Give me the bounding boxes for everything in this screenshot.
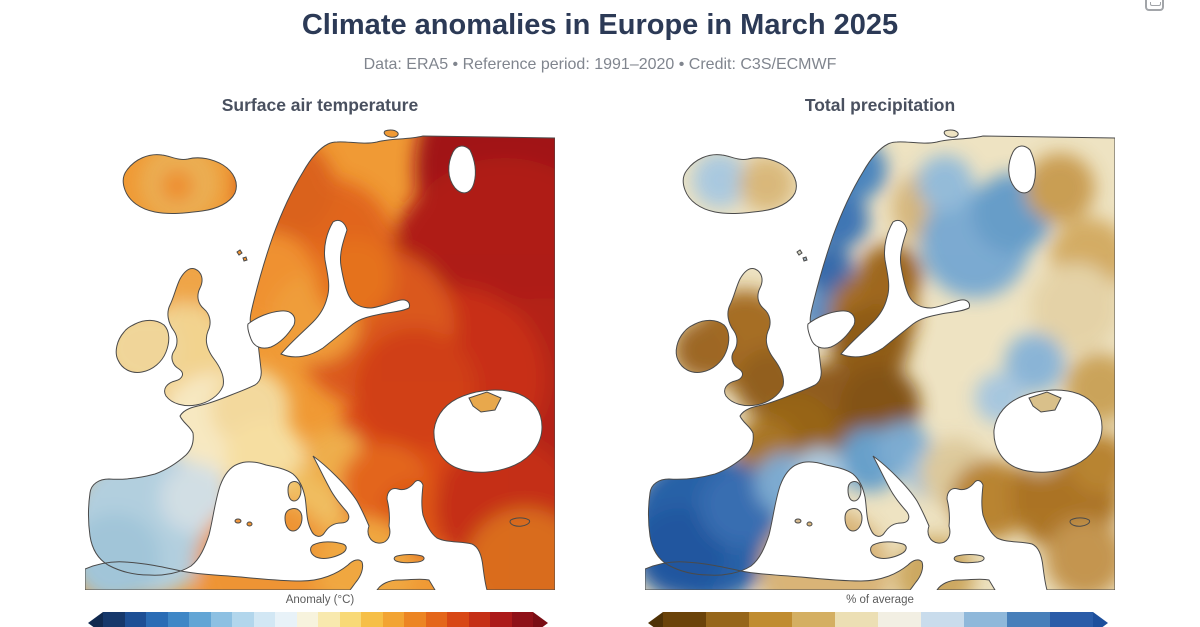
precipitation-colorbar: [648, 612, 1108, 627]
colorbar-segment: [447, 612, 469, 627]
colorbar-segment: [921, 612, 964, 627]
colorbar-segment: [189, 612, 211, 627]
colorbar-right-arrow: [1093, 612, 1108, 627]
temperature-colorbar: [88, 612, 548, 627]
colorbar-segment: [749, 612, 792, 627]
colorbar-segment: [318, 612, 340, 627]
colorbar-segment: [339, 612, 361, 627]
precipitation-panel-title: Total precipitation: [804, 95, 956, 115]
colorbar-segment: [663, 612, 706, 627]
precipitation-colorbar-label: % of average: [846, 594, 914, 606]
figure-subtitle: Data: ERA5 • Reference period: 1991–2020…: [363, 56, 837, 73]
colorbar-segment: [511, 612, 533, 627]
temperature-panel: Surface air temperature: [85, 0, 555, 627]
colorbar-segment: [232, 612, 254, 627]
precipitation-panel: Total precipitation: [645, 0, 1115, 627]
colorbar-segment: [253, 612, 275, 627]
colorbar-segment: [792, 612, 835, 627]
colorbar-segment: [296, 612, 318, 627]
colorbar-segment: [964, 612, 1007, 627]
colorbar-left-arrow: [648, 612, 663, 627]
colorbar-segment: [210, 612, 232, 627]
precipitation-anomaly-map: [645, 129, 1115, 590]
colorbar-segment: [404, 612, 426, 627]
embed-badge-icon[interactable]: [1145, 0, 1164, 11]
colorbar-segment: [468, 612, 490, 627]
colorbar-segment: [382, 612, 404, 627]
colorbar-segment: [878, 612, 921, 627]
colorbar-segment: [275, 612, 297, 627]
colorbar-segment: [490, 612, 512, 627]
colorbar-right-arrow: [533, 612, 548, 627]
colorbar-segment: [167, 612, 189, 627]
colorbar-segment: [361, 612, 383, 627]
colorbar-segment: [146, 612, 168, 627]
colorbar-segment: [103, 612, 125, 627]
colorbar-segment: [124, 612, 146, 627]
temperature-anomaly-map: [85, 129, 555, 590]
colorbar-segment: [1007, 612, 1050, 627]
colorbar-segment: [706, 612, 749, 627]
colorbar-segment: [1050, 612, 1093, 627]
colorbar-segment: [835, 612, 878, 627]
figure-title: Climate anomalies in Europe in March 202…: [301, 9, 899, 41]
temperature-colorbar-label: Anomaly (°C): [285, 594, 355, 606]
colorbar-left-arrow: [88, 612, 103, 627]
colorbar-segment: [425, 612, 447, 627]
temperature-panel-title: Surface air temperature: [221, 95, 419, 115]
